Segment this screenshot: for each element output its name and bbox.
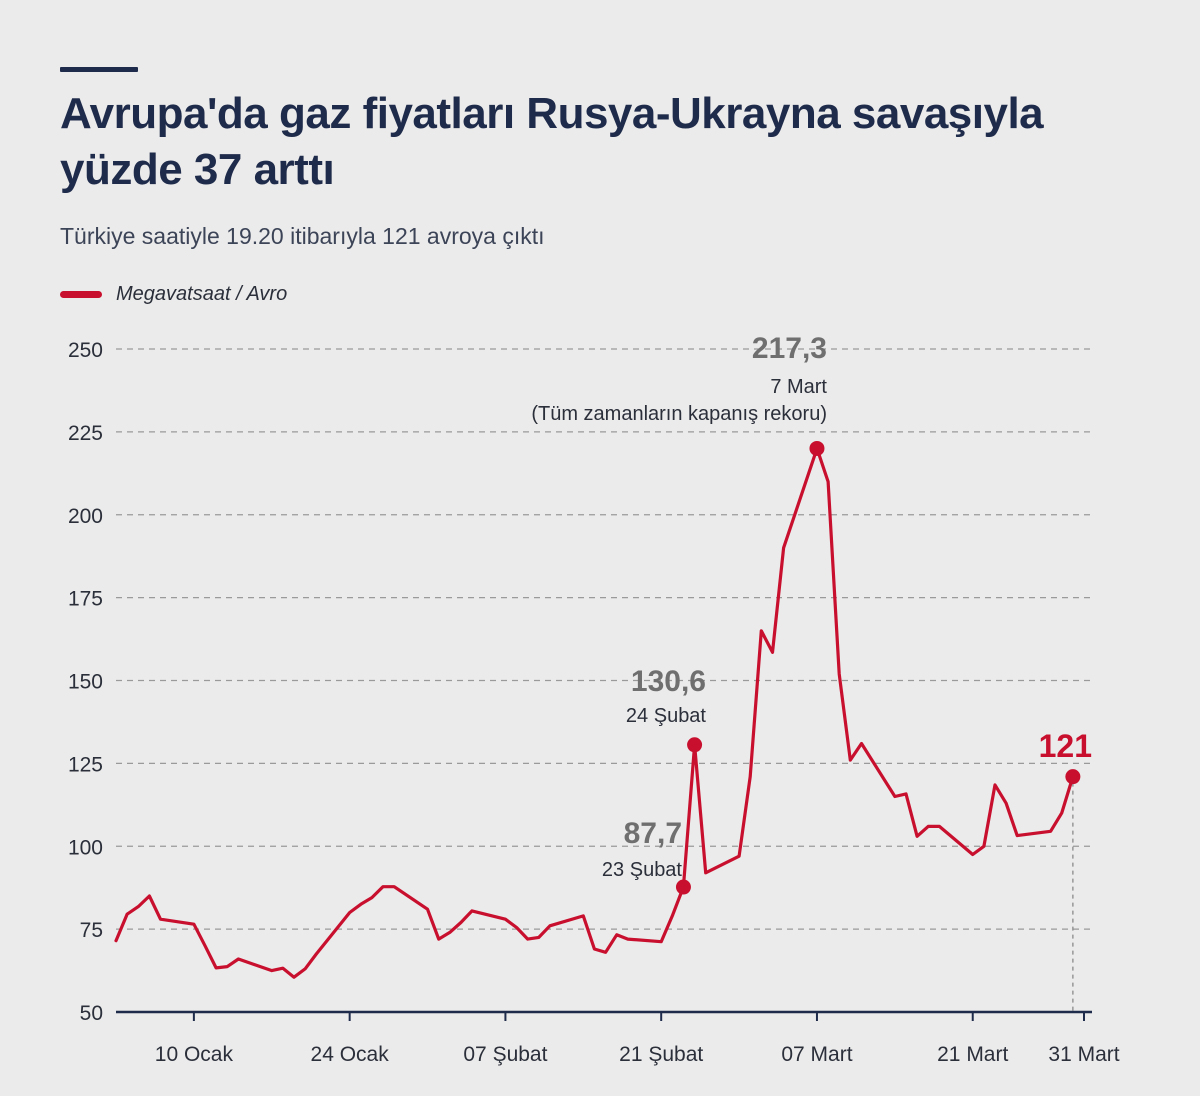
y-tick-label-50: 50: [80, 1002, 103, 1025]
annotation-value-23-subat: 87,7: [624, 817, 682, 850]
annotation-value-24-subat: 130,6: [631, 665, 706, 698]
y-tick-label-225: 225: [68, 422, 103, 445]
legend: Megavatsaat / Avro: [60, 283, 287, 306]
x-tick-label-6: 31 Mart: [1048, 1043, 1119, 1066]
y-tick-label-200: 200: [68, 505, 103, 528]
grid-layer: [116, 348, 1092, 1012]
annotation-date-24-subat: 24 Şubat: [626, 705, 707, 727]
y-tick-label-75: 75: [80, 919, 103, 942]
annotation-value-7-mart: 217,3: [752, 332, 827, 365]
legend-label: Megavatsaat / Avro: [116, 283, 288, 305]
series-line-layer: [114, 446, 1075, 979]
x-tick-label-3: 21 Şubat: [619, 1043, 703, 1066]
data-point-marker-0: [675, 879, 691, 895]
y-tick-label-250: 250: [68, 339, 103, 362]
annotation-date-23-subat: 23 Şubat: [602, 859, 683, 881]
x-tick-label-4: 07 Mart: [781, 1043, 852, 1066]
data-point-marker-2: [809, 440, 825, 456]
x-tick-label-0: 10 Ocak: [155, 1043, 234, 1066]
x-tick-label-5: 21 Mart: [937, 1043, 1008, 1066]
chart-subtitle: Türkiye saatiyle 19.20 itibarıyla 121 av…: [60, 223, 545, 249]
axis-layer: 50 75 100 125 150 175 200 225 250 10 Ocak 24 Ocak 0…: [68, 339, 1120, 1066]
legend-swatch: [60, 291, 102, 298]
chart-title: Avrupa'da gaz fiyatları Rusya-Ukrayna sa…: [60, 89, 1044, 194]
annotation-note-7-mart: (Tüm zamanların kapanış rekoru): [531, 403, 827, 425]
annotation-date-7-mart: 7 Mart: [770, 376, 827, 398]
marker-layer: [675, 440, 1081, 895]
data-point-marker-3: [1065, 769, 1081, 785]
x-tick-label-1: 24 Ocak: [311, 1043, 390, 1066]
x-tick-label-2: 07 Şubat: [463, 1043, 547, 1066]
y-tick-label-125: 125: [68, 753, 103, 776]
title-accent-rule: [60, 67, 138, 72]
y-tick-label-175: 175: [68, 588, 103, 611]
annotation-value-31-mart: 121: [1039, 728, 1092, 764]
series-line-0: [114, 446, 1075, 979]
y-tick-label-100: 100: [68, 836, 103, 859]
data-point-marker-1: [687, 737, 703, 753]
annotation-layer: 87,7 23 Şubat 130,6 24 Şubat 217,3 7 Mart (Tüm…: [531, 332, 1092, 881]
y-tick-label-150: 150: [68, 671, 103, 694]
